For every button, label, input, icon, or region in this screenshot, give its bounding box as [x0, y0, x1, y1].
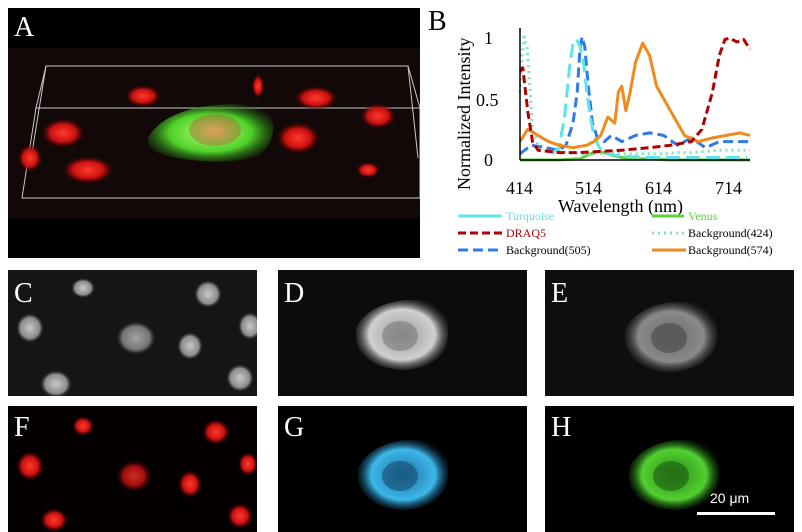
panel-label-d: D [284, 278, 305, 309]
scale-bar [697, 512, 775, 515]
panel-label-g: G [284, 412, 305, 443]
panel-label-c: C [14, 278, 33, 309]
legend-label-draq5: DRAQ5 [506, 226, 546, 240]
panel-h-image: H 20 μm [545, 406, 794, 532]
panel-label-b: B [428, 6, 447, 37]
panel-g-image: G [278, 406, 527, 532]
panel-f-image: F [8, 406, 257, 532]
y-axis-title: Normalized Intensity [454, 38, 474, 190]
x-axis-title: Wavelength (nm) [558, 196, 683, 217]
panel-f-graphic [16, 416, 257, 532]
series-line-turquoise [551, 38, 748, 159]
y-tick-0: 0 [484, 150, 493, 170]
panel-e-graphic [625, 301, 718, 372]
x-tick-414: 414 [506, 178, 533, 198]
panel-e-image: E [545, 270, 794, 396]
panel-c-image: C [8, 270, 257, 396]
panel-a-3d-render: A [8, 8, 420, 258]
x-tick-714: 714 [715, 178, 742, 198]
x-tick-514: 514 [575, 178, 602, 198]
series-line-background-574 [518, 41, 751, 150]
panel-label-h: H [551, 412, 572, 443]
panel-label-e: E [551, 278, 569, 309]
x-tick-614: 614 [645, 178, 672, 198]
legend-label-bg574: Background(574) [688, 243, 773, 257]
legend-label-bg505: Background(505) [506, 243, 591, 257]
legend-label-turquoise: Turquoise [506, 209, 554, 223]
legend-label-venus: Venus [688, 209, 718, 223]
panel-g-graphic [358, 439, 449, 510]
panel-label-f: F [14, 412, 30, 443]
y-tick-0.5: 0.5 [476, 90, 499, 110]
panel-c-graphic [16, 278, 257, 396]
panel-d-image: D [278, 270, 527, 396]
spectra-svg: 1 0.5 0 414 514 614 714 Wavelength (nm) … [454, 28, 773, 257]
panel-a-graphic [8, 48, 420, 218]
panel-label-a: A [14, 12, 35, 43]
panel-b-chart: B 1 0.5 0 414 514 614 714 Wavelength (nm… [422, 0, 802, 262]
panel-h-graphic [629, 439, 775, 515]
panel-d-graphic [356, 299, 449, 370]
scale-bar-label: 20 μm [710, 490, 750, 506]
y-tick-1: 1 [484, 28, 493, 48]
series-line-draq5 [518, 36, 752, 155]
legend-label-bg424: Background(424) [688, 226, 773, 240]
